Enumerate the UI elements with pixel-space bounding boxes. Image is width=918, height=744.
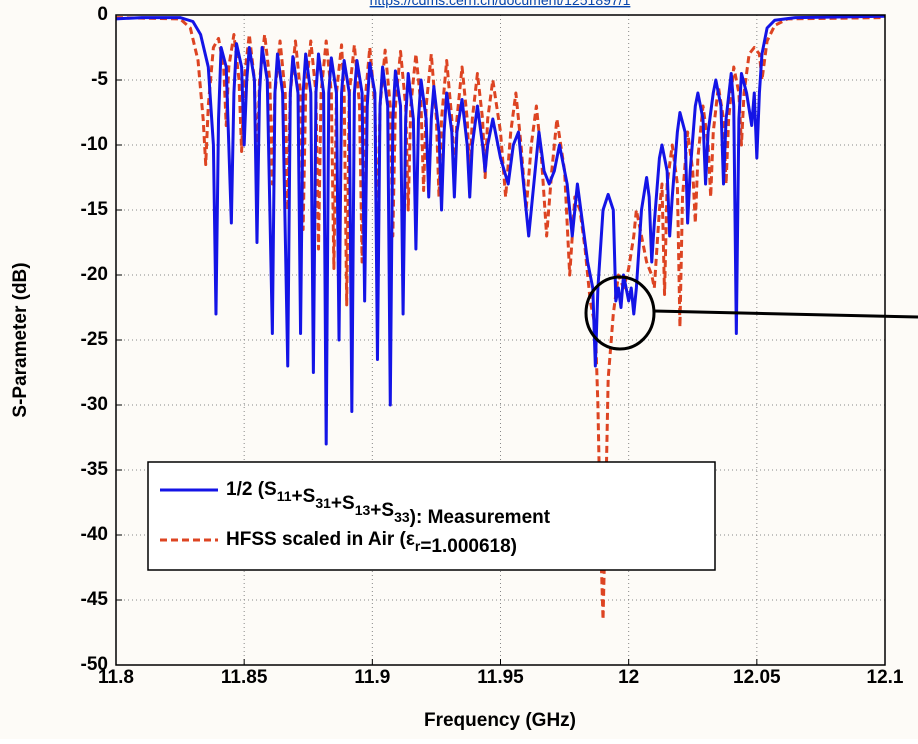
callout-line [653,309,918,319]
y-tick-label: -15 [81,199,109,220]
source-link[interactable]: https://cdms.cern.ch/document/1251897/1 [370,0,631,8]
legend-label: HFSS scaled in Air (εr=1.000618) [226,529,517,557]
grid [115,14,886,666]
x-tick-label: 12.05 [733,667,781,688]
y-tick-label: -5 [91,69,108,90]
ticks: 11.8 11.85 11.9 11.95 12 12.05 12.1 0 -5 -10 -15 -2… [81,4,904,688]
y-tick-label: 0 [97,4,108,25]
x-axis-label: Frequency (GHz) [424,710,576,731]
x-tick-label: 11.95 [477,667,524,688]
x-tick-label: 11.85 [221,667,268,688]
x-tick-label: 12.1 [867,667,904,688]
y-tick-label: -20 [81,264,108,285]
series-line [115,14,886,446]
plot-lines [115,14,886,621]
y-axis-label: S-Parameter (dB) [10,262,31,417]
highlight-circle [584,275,656,351]
y-tick-label: -10 [81,134,108,155]
y-tick-label: -50 [81,654,108,675]
y-tick-label: -40 [81,524,108,545]
y-tick-label: -45 [81,589,109,610]
legend-label: 1/2 (S11+S31+S13+S33): Measurement [226,479,551,528]
y-tick-label: -25 [81,329,109,350]
x-tick-label: 12 [618,667,639,688]
y-tick-label: -30 [81,394,108,415]
y-tick-label: -35 [81,459,109,480]
x-tick-label: 11.8 [98,667,134,688]
x-tick-label: 11.9 [354,667,390,688]
legend-box [147,461,716,571]
